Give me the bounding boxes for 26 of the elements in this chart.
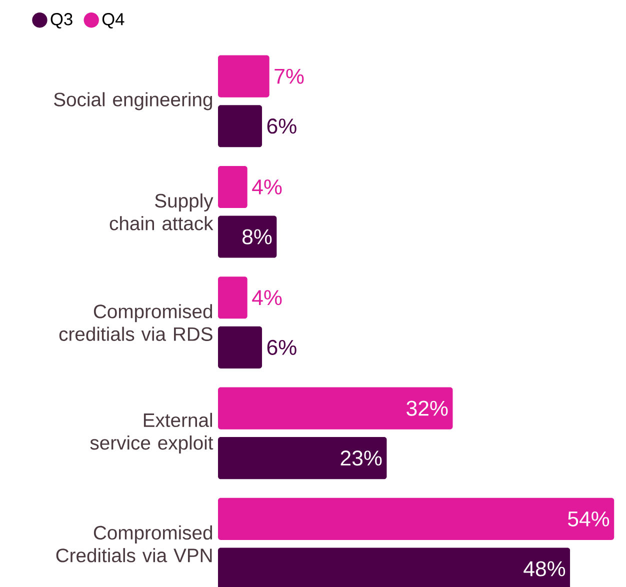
y-tick-label: Social engineering [54,92,212,110]
bar [218,498,614,540]
bar [218,216,277,258]
bar [218,276,248,319]
bar [218,387,453,430]
bar [218,166,248,208]
y-tick-label: Compromised Creditials via VPN [56,525,212,562]
data-label: 6% [267,118,296,134]
data-label: 4% [252,290,282,306]
data-label: 6% [267,340,296,355]
bar [218,326,262,368]
bar [218,105,262,148]
legend-label: Q4 [102,13,124,28]
data-label: 48% [524,561,566,576]
data-label: 7% [274,68,304,84]
data-label: 4% [252,180,282,194]
y-tick-label: External service exploit [90,412,214,454]
bar [218,55,270,98]
bar [218,437,387,480]
data-label: 32% [406,400,448,416]
y-tick-label: Supply chain attack [110,193,214,230]
data-label: 23% [340,450,382,466]
y-tick-label: Compromised creditials via RDS [59,304,212,341]
legend-label: Q3 [50,13,72,28]
data-label: 8% [242,229,272,244]
data-label: 54% [568,511,610,526]
